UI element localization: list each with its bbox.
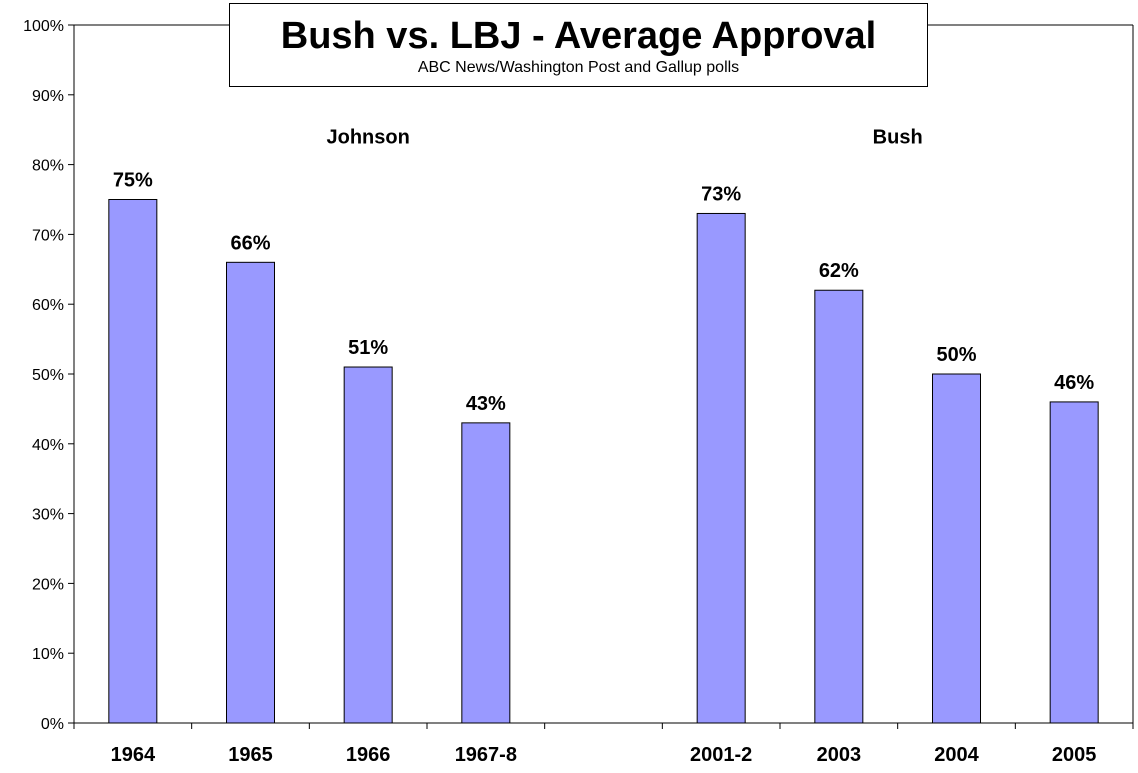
- x-tick-label-2004: 2004: [934, 744, 979, 766]
- data-labels: 75% 66% 51% 43% 73% 62% 50% 46%: [113, 170, 1095, 415]
- data-label-2005: 46%: [1054, 372, 1094, 394]
- bar-series: [108, 199, 1099, 724]
- bar-1965: [226, 261, 275, 724]
- bar-2004: [932, 373, 981, 724]
- y-tick-label: 90%: [32, 88, 64, 105]
- y-tick-label: 80%: [32, 158, 64, 175]
- chart-subtitle: ABC News/Washington Post and Gallup poll…: [417, 59, 740, 76]
- x-tick-label-1966: 1966: [346, 744, 391, 766]
- x-tick-label-2003: 2003: [817, 744, 862, 766]
- bar-1964: [108, 199, 158, 724]
- y-tick-label: 0%: [41, 716, 64, 733]
- bar-1966: [343, 366, 393, 724]
- y-tick-label: 20%: [32, 576, 64, 593]
- y-axis-ticks: 0% 10% 20% 30% 40% 50% 60% 70% 80% 90% 100%: [23, 18, 74, 733]
- chart-title-box: Bush vs. LBJ - Average Approval ABC News…: [229, 3, 928, 87]
- chart-title: Bush vs. LBJ - Average Approval: [280, 15, 877, 57]
- bar-2001-2: [696, 212, 746, 724]
- x-tick-label-1967-8: 1967-8: [455, 744, 517, 766]
- bar-2005: [1049, 401, 1099, 724]
- data-label-1965: 66%: [230, 232, 270, 254]
- y-tick-label: 30%: [32, 507, 64, 524]
- x-tick-label-1964: 1964: [111, 744, 156, 766]
- data-label-2003: 62%: [819, 260, 859, 282]
- bar-1967-8: [461, 422, 511, 724]
- group-label-bush: Bush: [873, 127, 923, 149]
- y-tick-label: 70%: [32, 227, 64, 244]
- y-tick-label: 60%: [32, 297, 64, 314]
- bar-2003: [814, 289, 864, 724]
- x-tick-label-2001-2: 2001-2: [690, 744, 752, 766]
- group-label-johnson: Johnson: [326, 127, 409, 149]
- category-labels: 1964 1965 1966 1967-8 2001-2 2003 2004 2005: [111, 744, 1097, 766]
- y-tick-label: 40%: [32, 437, 64, 454]
- y-tick-label: 50%: [32, 367, 64, 384]
- data-label-1967-8: 43%: [466, 393, 506, 415]
- data-label-2001-2: 73%: [701, 183, 741, 205]
- y-tick-label: 100%: [23, 18, 64, 35]
- data-label-2004: 50%: [936, 344, 976, 366]
- group-labels: Johnson Bush: [326, 127, 922, 149]
- x-tick-label-2005: 2005: [1052, 744, 1097, 766]
- data-label-1966: 51%: [348, 337, 388, 359]
- x-tick-label-1965: 1965: [228, 744, 273, 766]
- data-label-1964: 75%: [113, 170, 153, 192]
- y-tick-label: 10%: [32, 646, 64, 663]
